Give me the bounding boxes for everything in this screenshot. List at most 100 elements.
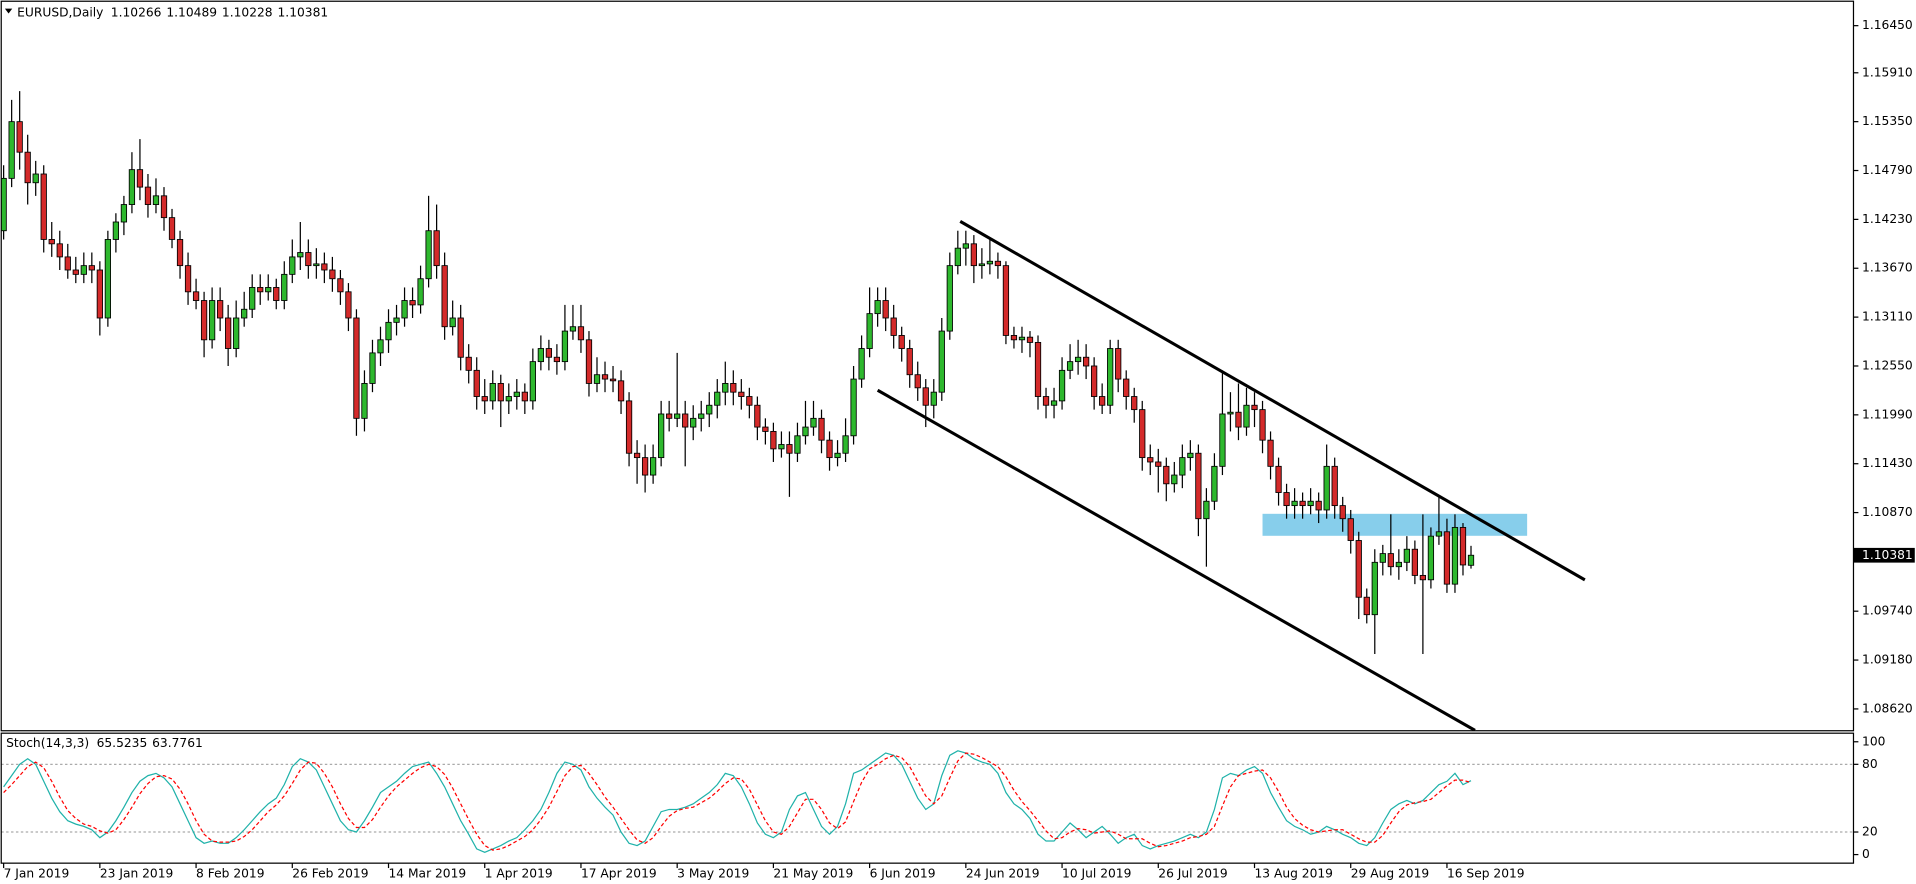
main-header: EURUSD,Daily 1.10266 1.10489 1.10228 1.10381 bbox=[17, 5, 328, 19]
candle-body bbox=[682, 413, 689, 428]
candle-body bbox=[409, 300, 416, 306]
candle-body bbox=[593, 374, 601, 384]
candle-body bbox=[1339, 505, 1346, 520]
candle-body bbox=[1058, 369, 1066, 402]
close-value: 1.10381 bbox=[278, 5, 329, 19]
candle-body bbox=[1363, 596, 1370, 616]
candle-body bbox=[176, 239, 184, 267]
candle-body bbox=[297, 252, 304, 258]
candle-body bbox=[168, 217, 176, 240]
candle-body bbox=[858, 348, 865, 380]
candle-body bbox=[1107, 348, 1114, 406]
candle-body bbox=[385, 321, 392, 341]
y-tick-label: 1.13110 bbox=[1862, 310, 1913, 324]
candle-body bbox=[321, 263, 328, 271]
candle-body bbox=[369, 352, 376, 384]
menu-triangle[interactable] bbox=[4, 8, 13, 14]
candle-body bbox=[281, 273, 288, 301]
candle-body bbox=[1379, 553, 1386, 563]
candle-body bbox=[802, 426, 809, 437]
candle-body bbox=[1307, 500, 1314, 507]
candle-body bbox=[537, 348, 544, 363]
candle-body bbox=[120, 204, 128, 223]
candle-body bbox=[1315, 500, 1322, 511]
candle-body bbox=[273, 287, 280, 301]
panel-group: 1.16450 1.15910 1.15350 1.14790 1.14230 1.136… bbox=[1, 18, 1915, 731]
candle-body bbox=[377, 339, 384, 354]
candle-body bbox=[850, 378, 857, 437]
candle-body bbox=[1171, 474, 1178, 485]
candle-body bbox=[1259, 409, 1266, 441]
candle-body bbox=[136, 169, 144, 188]
x-tick-label: 16 Sep 2019 bbox=[1447, 867, 1525, 881]
candle-body bbox=[1435, 531, 1443, 537]
candle-body bbox=[986, 260, 994, 265]
candle-body bbox=[1371, 561, 1378, 616]
candle-body bbox=[842, 435, 849, 454]
candle-body bbox=[32, 173, 39, 184]
candle-body bbox=[88, 265, 95, 271]
candle-body bbox=[497, 383, 504, 402]
candle-body bbox=[1411, 548, 1418, 576]
candle-body bbox=[489, 383, 496, 402]
candle-body bbox=[449, 317, 456, 328]
stoch-signal-value: 63.7761 bbox=[152, 736, 203, 750]
candle-body bbox=[1115, 348, 1122, 380]
y-tick-label: 80 bbox=[1862, 757, 1878, 771]
y-tick-label: 1.16450 bbox=[1862, 18, 1913, 32]
candle-body bbox=[1131, 396, 1138, 411]
candle-body bbox=[722, 383, 729, 393]
candle-body bbox=[1163, 465, 1170, 485]
candle-body bbox=[890, 317, 897, 336]
y-tick-label: 20 bbox=[1862, 825, 1878, 839]
candle-body bbox=[1451, 526, 1459, 585]
candle-body bbox=[257, 287, 264, 293]
candle-body bbox=[609, 378, 617, 382]
candle-body bbox=[1099, 396, 1106, 406]
candle-body bbox=[72, 269, 79, 275]
candle-body bbox=[1443, 531, 1451, 585]
indicator-line bbox=[3, 752, 1472, 851]
candle-body bbox=[730, 383, 737, 393]
x-tick-label: 1 Apr 2019 bbox=[485, 867, 553, 881]
candle-body bbox=[48, 239, 55, 245]
candle-body bbox=[674, 413, 681, 419]
candle-body bbox=[1219, 413, 1226, 467]
open-value: 1.10266 bbox=[111, 5, 162, 19]
indicator-line bbox=[3, 750, 1472, 853]
candle-body bbox=[1291, 500, 1298, 507]
candle-body bbox=[1042, 396, 1050, 406]
candle-body bbox=[649, 457, 657, 476]
candle-body bbox=[874, 300, 881, 315]
candle-body bbox=[24, 151, 31, 184]
plot-layer: 7 Jan 2019 23 Jan 2019 8 Feb 2019 26 Feb 20… bbox=[1, 18, 1915, 881]
candle-body bbox=[441, 265, 448, 328]
candle-body bbox=[1419, 574, 1427, 581]
candle-body bbox=[786, 444, 793, 454]
candle-body bbox=[1155, 461, 1162, 467]
candle-body bbox=[938, 330, 945, 393]
x-tick-label: 13 Aug 2019 bbox=[1255, 867, 1333, 881]
candle-body bbox=[770, 431, 777, 450]
candle-body bbox=[417, 278, 424, 306]
candle-body bbox=[1403, 548, 1410, 563]
candle-body bbox=[962, 243, 969, 249]
candle-body bbox=[473, 369, 480, 397]
candle-body bbox=[241, 308, 248, 319]
low-value: 1.10228 bbox=[222, 5, 273, 19]
candle-body bbox=[706, 404, 713, 415]
candle-body bbox=[714, 391, 721, 406]
candle-body bbox=[1195, 452, 1202, 520]
candle-body bbox=[1074, 356, 1082, 363]
y-tick-label: 1.11990 bbox=[1862, 407, 1913, 421]
candle-body bbox=[1331, 465, 1338, 507]
candle-body bbox=[561, 330, 569, 363]
x-tick-label: 8 Feb 2019 bbox=[196, 867, 264, 881]
candle-body bbox=[746, 396, 753, 406]
candle-body bbox=[361, 383, 368, 419]
candle-body bbox=[954, 247, 961, 267]
candle-body bbox=[794, 435, 801, 454]
candle-body bbox=[698, 413, 705, 419]
